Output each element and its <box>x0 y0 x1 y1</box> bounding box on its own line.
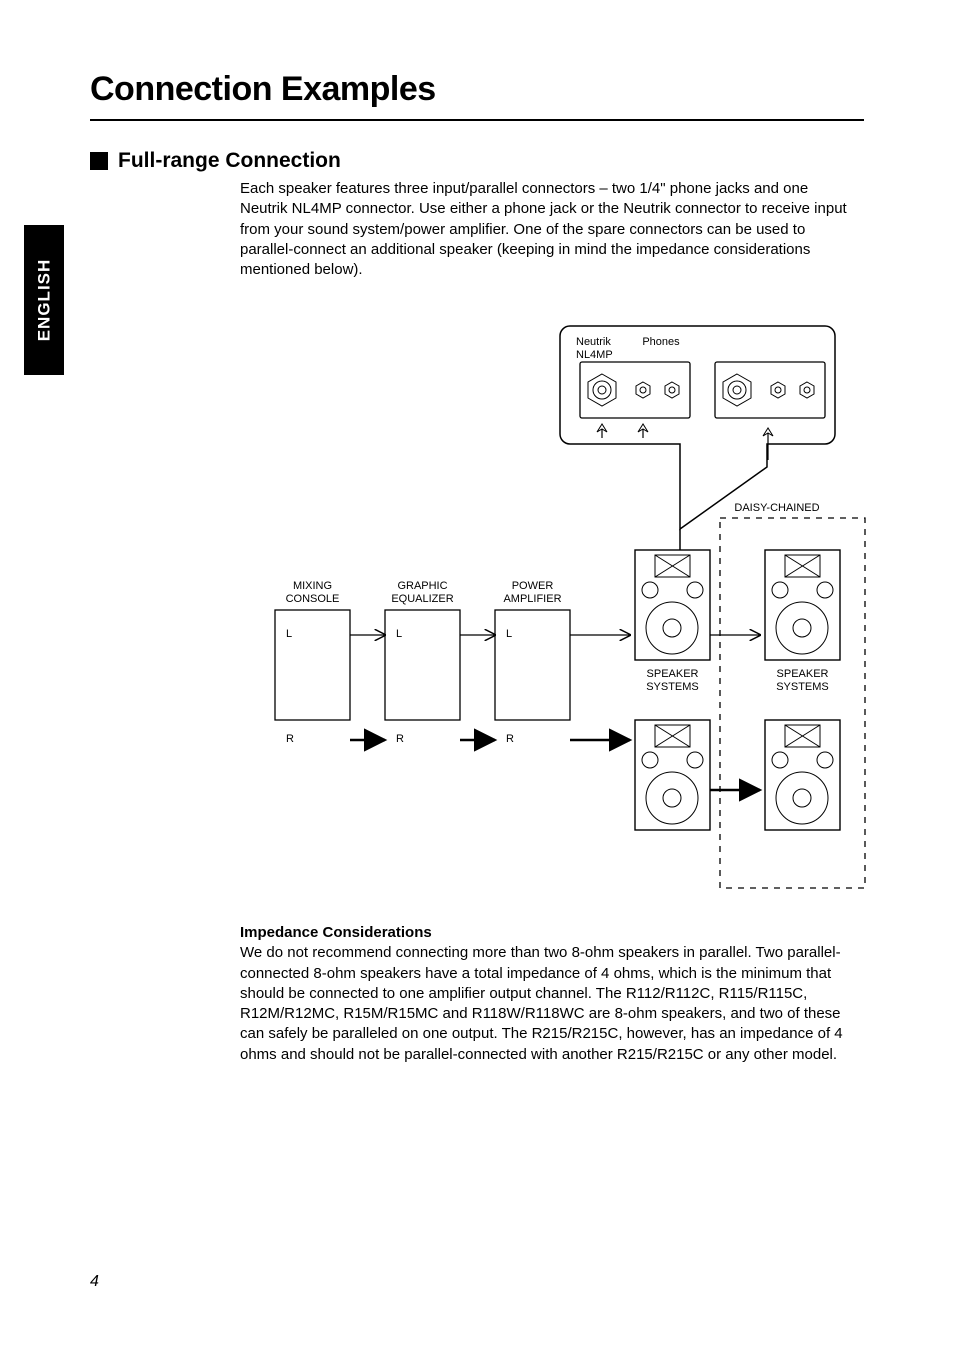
label-eq-l2: EQUALIZER <box>391 593 453 605</box>
label-mixing-l2: CONSOLE <box>286 593 340 605</box>
label-neutrik: Neutrik NL4MP <box>576 336 630 361</box>
label-eq: GRAPHIC EQUALIZER <box>385 580 460 605</box>
label-amp: POWER AMPLIFIER <box>495 580 570 605</box>
section-heading: Full-range Connection <box>90 149 864 173</box>
label-amp-l2: AMPLIFIER <box>503 593 561 605</box>
label-neutrik-l2: NL4MP <box>576 349 613 361</box>
connection-diagram: Neutrik NL4MP Phones DAISY-CHAINED MIXIN… <box>230 320 870 900</box>
label-speaker-r2: SYSTEMS <box>776 681 829 693</box>
label-mixing-l1: MIXING <box>293 580 332 592</box>
label-neutrik-l1: Neutrik <box>576 336 611 348</box>
label-mixing: MIXING CONSOLE <box>275 580 350 605</box>
label-L1: L <box>286 628 292 641</box>
label-eq-l1: GRAPHIC <box>397 580 447 592</box>
label-R2: R <box>396 733 404 746</box>
label-speaker-r1: SPEAKER <box>777 668 829 680</box>
label-daisy: DAISY-CHAINED <box>722 502 832 515</box>
label-L2: L <box>396 628 402 641</box>
label-amp-l1: POWER <box>512 580 554 592</box>
label-speaker-r: SPEAKER SYSTEMS <box>765 668 840 693</box>
label-R3: R <box>506 733 514 746</box>
label-L3: L <box>506 628 512 641</box>
label-phones: Phones <box>636 336 686 349</box>
page-title: Connection Examples <box>90 70 864 109</box>
label-speaker-l2: SYSTEMS <box>646 681 699 693</box>
page-number: 4 <box>90 1273 99 1291</box>
section-heading-text: Full-range Connection <box>118 149 341 173</box>
impedance-heading: Impedance Considerations <box>240 924 864 941</box>
square-bullet-icon <box>90 152 108 170</box>
section-paragraph: Each speaker features three input/parall… <box>240 179 850 280</box>
language-tab-text: ENGLISH <box>34 259 54 342</box>
label-speaker-l1: SPEAKER <box>647 668 699 680</box>
label-speaker-l: SPEAKER SYSTEMS <box>635 668 710 693</box>
title-rule <box>90 119 864 121</box>
language-tab: ENGLISH <box>24 225 64 375</box>
impedance-paragraph: We do not recommend connecting more than… <box>240 943 850 1065</box>
label-R1: R <box>286 733 294 746</box>
